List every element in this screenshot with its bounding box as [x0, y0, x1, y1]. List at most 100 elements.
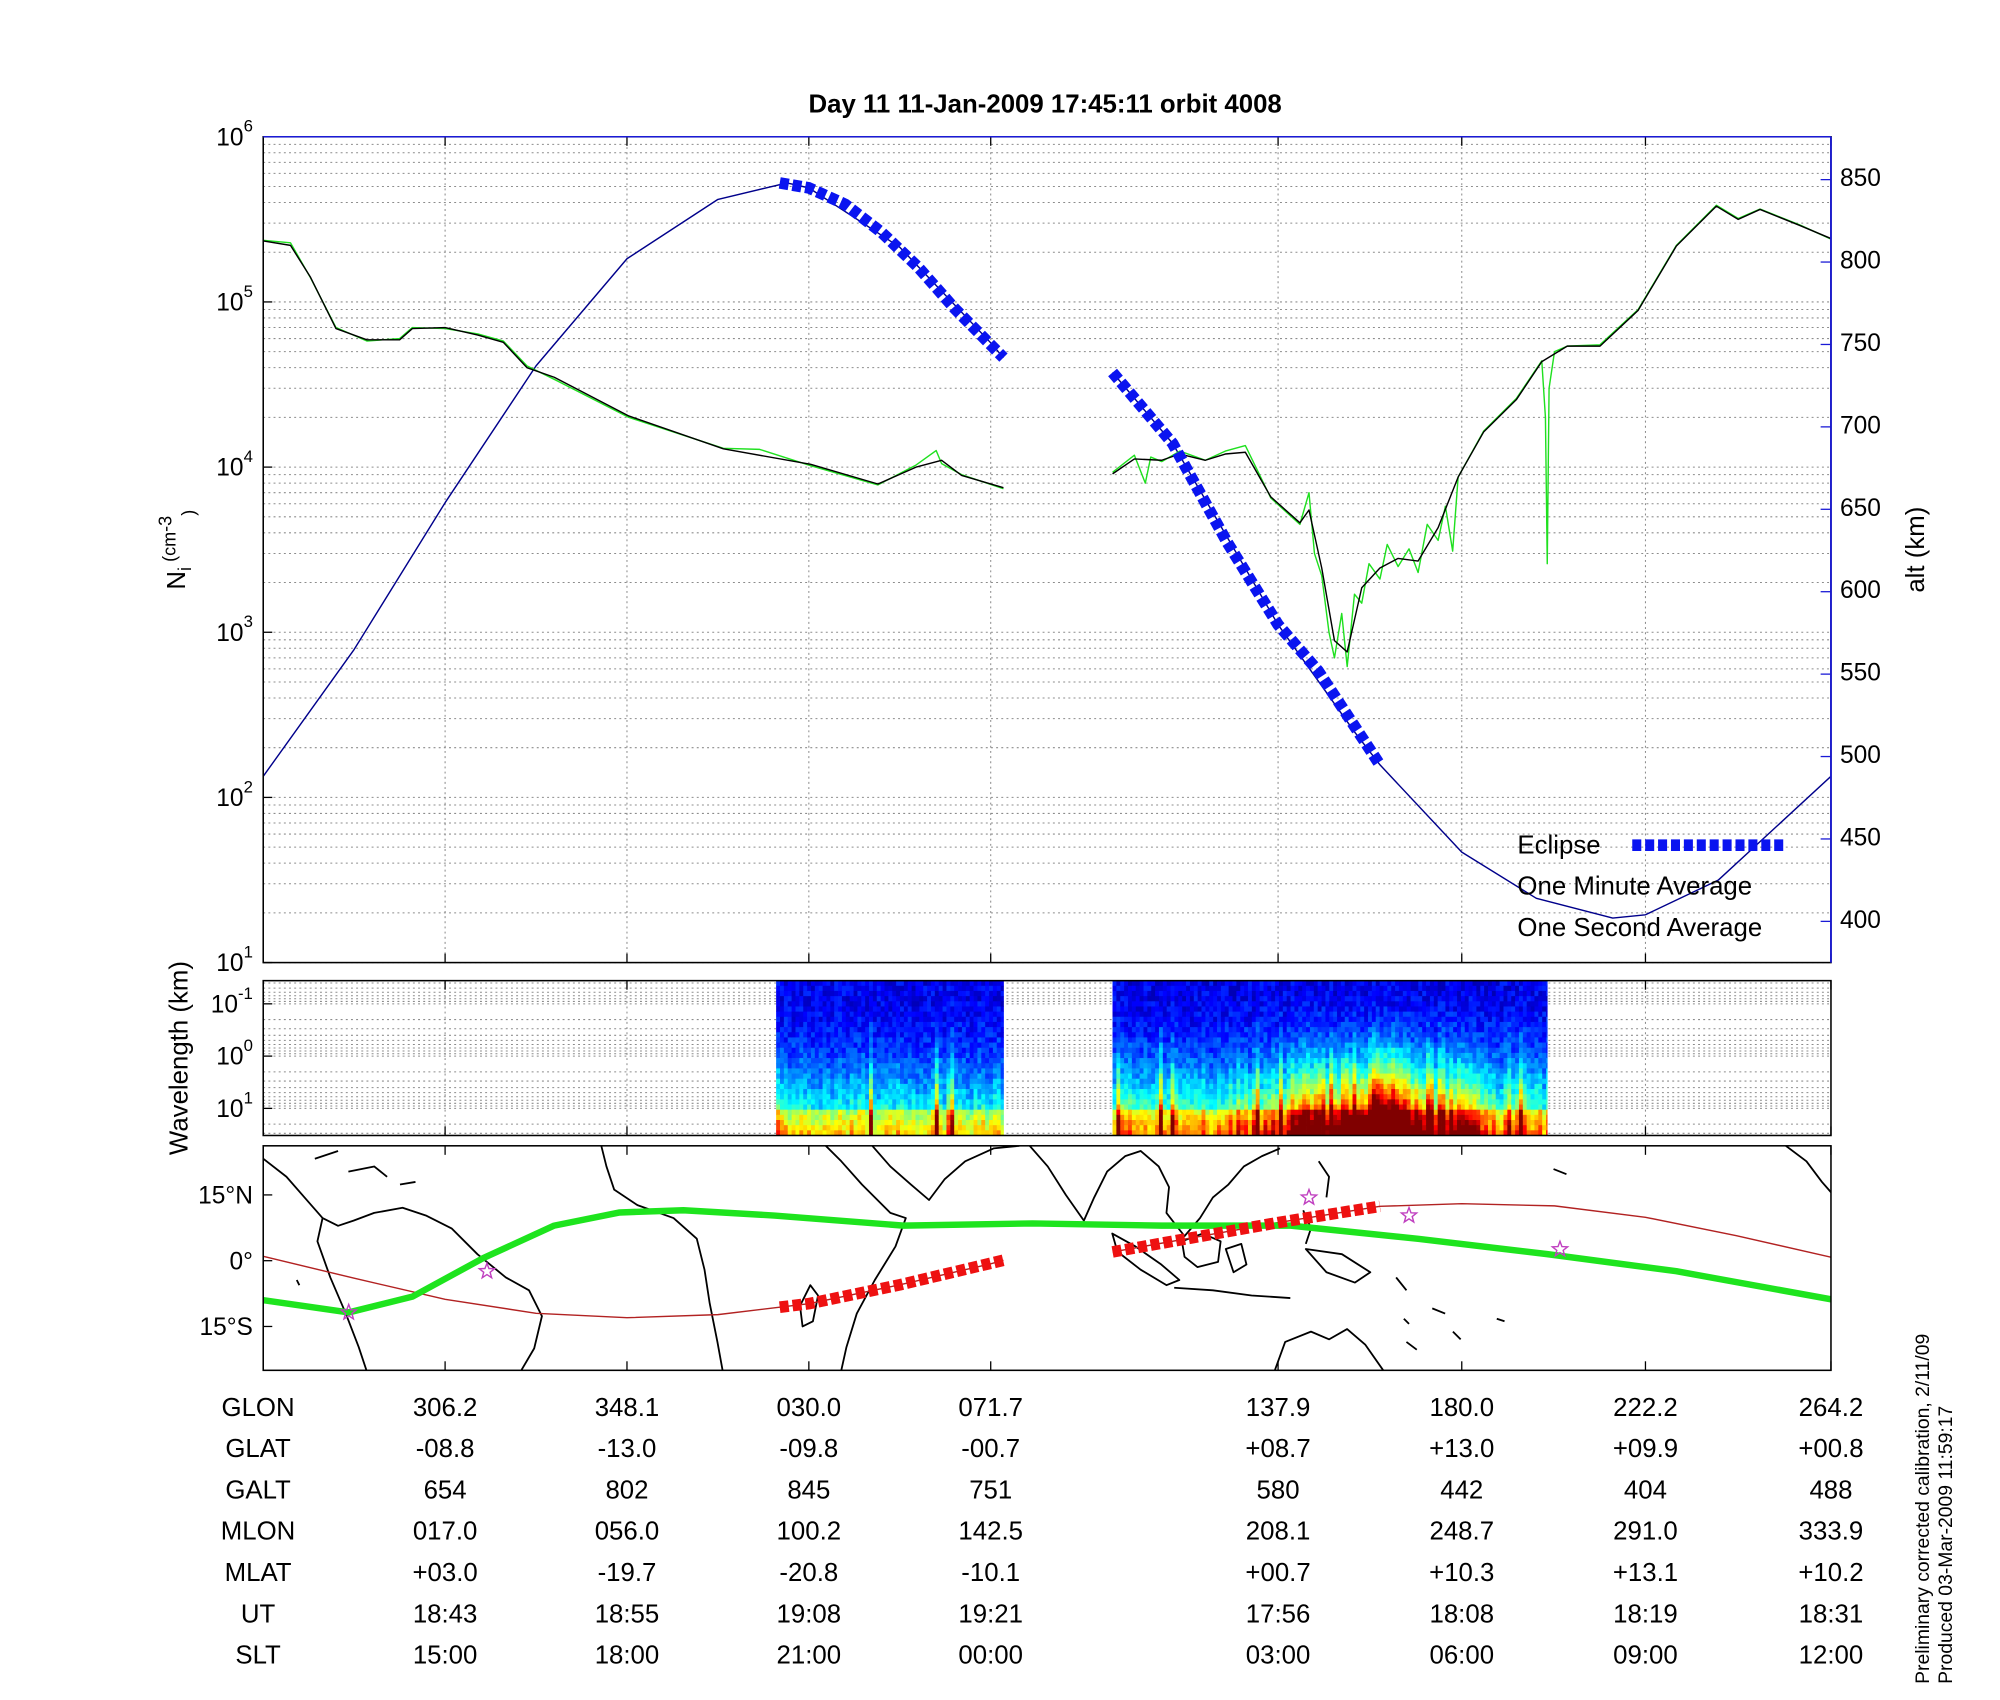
- spectrogram-cell: [849, 1047, 854, 1054]
- spectrogram-cell: [1422, 1130, 1427, 1136]
- spectrogram-cell: [1352, 1099, 1357, 1105]
- spectrogram-cell: [1441, 1094, 1446, 1100]
- spectrogram-cell: [1174, 1114, 1179, 1121]
- spectrogram-cell: [1282, 1032, 1288, 1038]
- spectrogram-cell: [1000, 1001, 1004, 1007]
- spectrogram-cell: [880, 1104, 885, 1111]
- spectrogram-cell: [1491, 1037, 1497, 1043]
- spectrogram-cell: [1422, 1094, 1427, 1100]
- spectrogram-cell: [973, 996, 978, 1002]
- spectrogram-cell: [1302, 980, 1307, 987]
- spectrogram-cell: [1128, 1068, 1133, 1074]
- spectrogram-cell: [1429, 985, 1435, 992]
- spectrogram-cell: [865, 985, 870, 992]
- spectrogram-cell: [1217, 1104, 1222, 1111]
- spectrogram-cell: [950, 985, 955, 992]
- spectrogram-cell: [981, 1016, 986, 1023]
- spectrogram-cell: [1220, 1073, 1226, 1080]
- spectrogram-cell: [1178, 980, 1183, 987]
- coastline: [825, 1145, 907, 1371]
- spectrogram-cell: [1340, 1094, 1346, 1100]
- spectrogram-cell: [1309, 1120, 1315, 1126]
- spectrogram-cell: [826, 980, 831, 987]
- spectrogram-cell: [1201, 1042, 1206, 1049]
- spectrogram-cell: [981, 1006, 986, 1012]
- spectrogram-cell: [1395, 1032, 1400, 1038]
- spectrogram-cell: [1309, 1099, 1315, 1105]
- spectrogram-cell: [1356, 1027, 1361, 1033]
- tick-base: 10: [216, 1096, 243, 1123]
- spectrogram-cell: [799, 1089, 804, 1095]
- spectrogram-cell: [787, 1042, 792, 1049]
- spectrogram-cell: [1143, 1063, 1148, 1069]
- spectrogram-cell: [1131, 1063, 1137, 1069]
- spectrogram-cell: [977, 1006, 982, 1012]
- spectrogram-cell: [841, 996, 847, 1002]
- spectrogram-cell: [783, 990, 789, 997]
- spectrogram-cell: [1116, 1073, 1121, 1080]
- spectrogram-cell: [872, 990, 878, 997]
- spectrogram-cell: [1135, 1099, 1140, 1105]
- spectrogram-cell: [799, 1099, 804, 1105]
- spectrogram-cell: [1337, 1001, 1342, 1007]
- spectrogram-cell: [834, 1037, 839, 1043]
- spectrogram-cell: [1201, 1120, 1206, 1126]
- spectrogram-cell: [814, 1083, 820, 1090]
- spectrogram-cell: [1147, 1125, 1152, 1131]
- spectrogram-cell: [1472, 1011, 1477, 1018]
- legend-label: Eclipse: [1517, 831, 1600, 859]
- spectrogram-cell: [946, 1063, 951, 1069]
- spectrogram-cell: [1410, 1058, 1415, 1064]
- spectrogram-cell: [1232, 1001, 1237, 1007]
- spectrogram-cell: [1344, 1042, 1350, 1049]
- spectrogram-cell: [1325, 980, 1330, 987]
- spectrogram-cell: [1398, 985, 1404, 992]
- spectrogram-cell: [1151, 1058, 1156, 1064]
- spectrogram-cell: [1487, 1094, 1493, 1100]
- spectrogram-cell: [1344, 1094, 1350, 1100]
- spectrogram-cell: [787, 1130, 792, 1136]
- spectrogram-cell: [1135, 990, 1140, 997]
- spectrogram-cell: [1437, 1120, 1442, 1126]
- spectrogram-cell: [1209, 1125, 1214, 1131]
- spectrogram-cell: [1182, 1125, 1187, 1131]
- spectrogram-cell: [954, 1130, 959, 1136]
- spectrogram-cell: [880, 1130, 885, 1136]
- spectrogram-cell: [814, 1052, 820, 1059]
- spectrogram-cell: [1217, 1042, 1222, 1049]
- spectrogram-cell: [1232, 1083, 1237, 1090]
- spectrogram-cell: [1329, 1037, 1334, 1043]
- spectrogram-cell: [1418, 1021, 1423, 1028]
- spectrogram-cell: [1263, 1120, 1268, 1126]
- spectrogram-cell: [969, 1068, 974, 1074]
- spectrogram-cell: [822, 980, 827, 987]
- spectrogram-cell: [1209, 1016, 1214, 1023]
- spectrogram-cell: [1147, 1068, 1152, 1074]
- spectrogram-cell: [1220, 990, 1226, 997]
- spectrogram-cell: [1186, 1104, 1191, 1111]
- spectrogram-cell: [1263, 1032, 1268, 1038]
- spectrogram-cell: [780, 1011, 785, 1018]
- spectrogram-cell: [996, 1032, 1002, 1038]
- spectrogram-cell: [822, 1058, 827, 1064]
- spectrogram-cell: [989, 1073, 994, 1080]
- spectrogram-cell: [1151, 1021, 1156, 1028]
- spectrogram-cell: [1398, 1068, 1404, 1074]
- spectrogram-cell: [1282, 1037, 1288, 1043]
- spectrogram-cell: [822, 1114, 827, 1121]
- spectrogram-cell: [1306, 1032, 1311, 1038]
- spectrogram-cell: [884, 1021, 889, 1028]
- spectrogram-cell: [1344, 1006, 1350, 1012]
- spectrogram-cell: [1143, 985, 1148, 992]
- spectrogram-cell: [888, 1001, 893, 1007]
- spectrogram-cell: [1406, 1068, 1411, 1074]
- spectrogram-cell: [1120, 1089, 1125, 1095]
- spectrogram-cell: [841, 1052, 847, 1059]
- spectrogram-cell: [1329, 980, 1334, 987]
- spectrogram-cell: [818, 1099, 823, 1105]
- spectrogram-cell: [1147, 980, 1152, 987]
- spectrogram-cell: [853, 1125, 858, 1131]
- spectrogram-cell: [996, 980, 1002, 987]
- spectrogram-cell: [865, 980, 870, 987]
- spectrogram-cell: [1275, 1021, 1280, 1028]
